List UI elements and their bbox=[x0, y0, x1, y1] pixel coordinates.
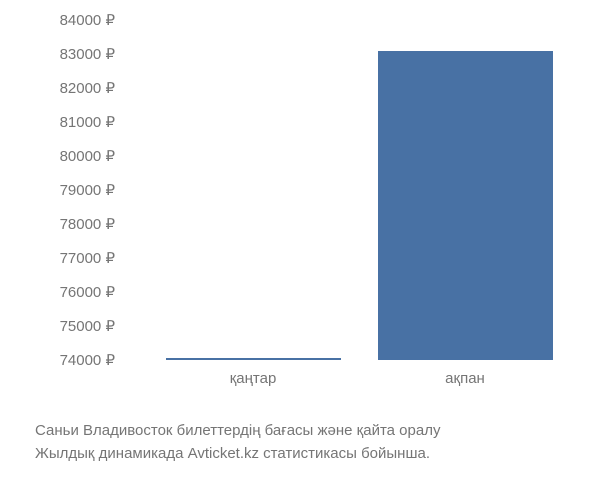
x-label: ақпан bbox=[445, 370, 485, 387]
caption-line-1: Саньи Владивосток билеттердің бағасы жән… bbox=[35, 420, 575, 443]
y-tick: 84000 ₽ bbox=[60, 11, 115, 29]
y-tick: 79000 ₽ bbox=[60, 181, 115, 199]
bar-feb bbox=[378, 51, 553, 360]
plot-area bbox=[125, 20, 565, 360]
chart-caption: Саньи Владивосток билеттердің бағасы жән… bbox=[35, 420, 575, 465]
y-axis: 84000 ₽ 83000 ₽ 82000 ₽ 81000 ₽ 80000 ₽ … bbox=[35, 20, 115, 360]
bar-jan bbox=[166, 358, 341, 360]
chart-container: 84000 ₽ 83000 ₽ 82000 ₽ 81000 ₽ 80000 ₽ … bbox=[35, 20, 575, 400]
y-tick: 76000 ₽ bbox=[60, 283, 115, 301]
y-tick: 78000 ₽ bbox=[60, 215, 115, 233]
y-tick: 77000 ₽ bbox=[60, 249, 115, 267]
caption-line-2: Жылдық динамикада Avticket.kz статистика… bbox=[35, 443, 575, 466]
y-tick: 83000 ₽ bbox=[60, 45, 115, 63]
x-label: қаңтар bbox=[230, 370, 277, 387]
y-tick: 82000 ₽ bbox=[60, 79, 115, 97]
y-tick: 81000 ₽ bbox=[60, 113, 115, 131]
y-tick: 80000 ₽ bbox=[60, 147, 115, 165]
y-tick: 75000 ₽ bbox=[60, 317, 115, 335]
y-tick: 74000 ₽ bbox=[60, 351, 115, 369]
x-axis: қаңтар ақпан bbox=[125, 370, 565, 400]
